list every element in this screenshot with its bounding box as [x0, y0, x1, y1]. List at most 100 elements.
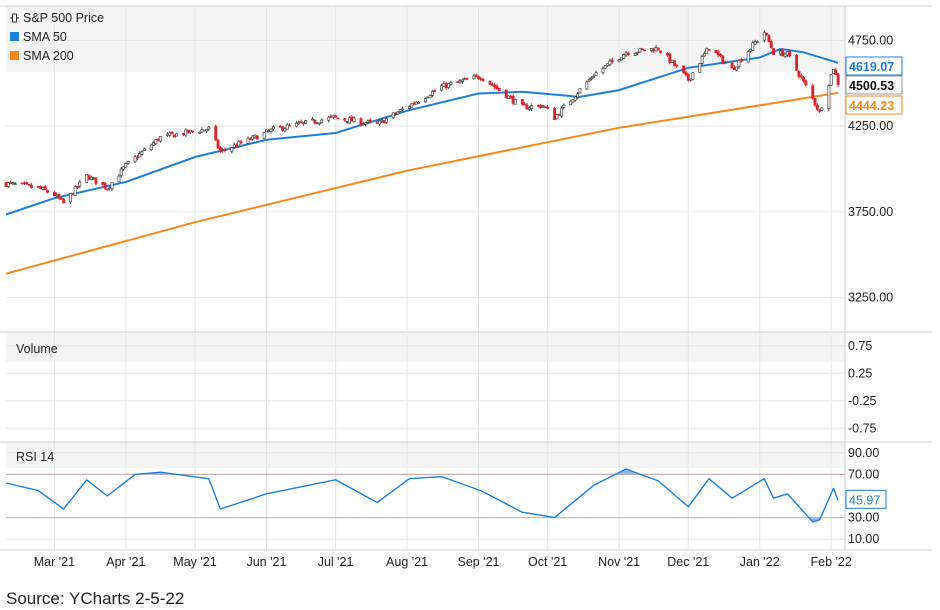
candle-body: [783, 53, 787, 57]
price-candle: [555, 113, 559, 120]
price-tick-label: 4250.00: [848, 119, 893, 133]
price-candle: [479, 76, 483, 82]
price-candle: [25, 181, 29, 185]
price-candle: [251, 135, 255, 141]
candle-body: [294, 122, 298, 127]
price-candle: [124, 162, 128, 169]
candle-body: [343, 118, 347, 121]
price-candle: [481, 77, 485, 82]
price-candle: [735, 66, 739, 72]
candle-body: [813, 98, 817, 106]
candle-body: [444, 83, 448, 89]
candle-body: [686, 73, 690, 81]
price-candle: [191, 130, 195, 133]
price-candle: [103, 181, 107, 190]
x-tick-label: Apr '21: [106, 555, 145, 569]
price-candle: [719, 53, 722, 58]
candle-body: [412, 103, 416, 105]
price-candle: [675, 63, 679, 68]
price-candle: [85, 173, 89, 183]
candle-body: [299, 121, 303, 124]
candle-body: [25, 182, 29, 185]
candle-body: [168, 132, 172, 136]
candle-body: [377, 120, 381, 125]
candle-body: [182, 133, 185, 136]
volume-plot-area: [6, 362, 845, 442]
candle-body: [202, 129, 206, 132]
price-candle: [343, 118, 347, 122]
price-candle: [737, 59, 741, 69]
price-candle: [433, 88, 437, 92]
candle-body: [352, 117, 356, 123]
price-candle: [135, 154, 139, 161]
candle-body: [364, 122, 368, 125]
candle-body: [507, 95, 510, 99]
candle-body: [198, 131, 202, 134]
price-candle: [832, 69, 835, 75]
x-tick-label: Aug '21: [386, 555, 428, 569]
candle-body: [622, 54, 626, 59]
last-value-badge: [845, 95, 903, 115]
candle-body: [110, 181, 114, 190]
price-candle: [477, 75, 480, 80]
candle-body: [267, 130, 271, 133]
price-candle: [753, 39, 757, 46]
price-candle: [640, 47, 644, 51]
last-value-label: 4500.53: [849, 79, 894, 93]
candle-body: [601, 68, 605, 74]
price-candle: [739, 57, 743, 63]
candle-body: [315, 122, 319, 125]
candle-body: [11, 182, 15, 185]
price-candle: [20, 182, 24, 185]
price-candle: [285, 122, 289, 130]
candle-body: [781, 50, 785, 57]
candle-body: [207, 126, 211, 130]
candle-body: [122, 166, 126, 170]
x-tick-label: Dec '21: [667, 555, 709, 569]
candle-body: [71, 193, 75, 196]
x-tick-label: Feb '22: [811, 555, 852, 569]
price-candle: [721, 54, 725, 65]
candle-body: [428, 95, 432, 99]
price-candle: [802, 75, 805, 83]
candle-body: [543, 106, 547, 109]
candle-body: [488, 80, 492, 85]
candle-body: [490, 83, 494, 86]
price-candle: [391, 112, 395, 120]
price-candle: [13, 182, 17, 186]
candle-body: [320, 119, 324, 123]
rsi-last-value-badge: [845, 489, 887, 509]
candle-body: [426, 96, 430, 99]
candle-body: [730, 62, 734, 69]
price-candle: [804, 79, 808, 87]
candle-body: [105, 188, 109, 191]
price-candle: [428, 94, 432, 99]
candle-body: [334, 115, 338, 118]
price-candle: [594, 70, 598, 77]
price-candle: [762, 30, 766, 43]
price-candle: [313, 119, 317, 125]
candle-body: [41, 187, 45, 190]
rsi-tick-label: 10.00: [848, 532, 879, 546]
price-candle: [746, 50, 750, 63]
candle-body: [191, 130, 195, 133]
candle-body: [22, 182, 26, 185]
candle-body: [55, 194, 59, 197]
candle-body: [541, 105, 545, 108]
price-candle: [730, 61, 734, 69]
candle-body: [749, 48, 752, 52]
price-candle: [751, 40, 755, 51]
price-candle: [714, 49, 718, 54]
candle-body: [829, 74, 833, 86]
candle-body: [569, 100, 573, 106]
price-candle: [603, 65, 607, 69]
price-candle: [601, 66, 605, 75]
rsi-last-value-label: 45.97: [849, 493, 880, 507]
price-candle: [138, 151, 142, 158]
candle-body: [255, 135, 259, 140]
candle-body: [640, 48, 644, 51]
price-candle: [447, 82, 450, 89]
price-tick-label: 3750.00: [848, 205, 893, 219]
price-candle: [71, 193, 75, 196]
candle-body: [424, 98, 427, 103]
